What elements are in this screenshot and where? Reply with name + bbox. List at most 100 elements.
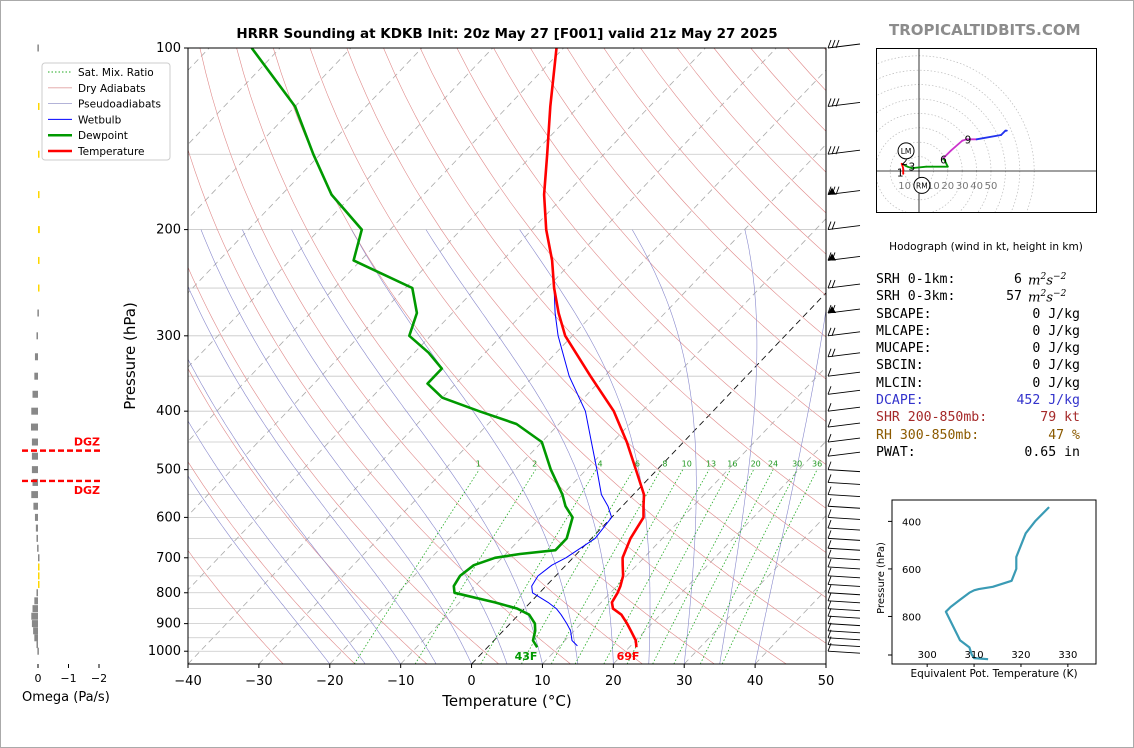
wind-barb <box>827 637 861 641</box>
wind-barb <box>827 481 861 485</box>
y-tick-label: 600 <box>156 510 181 525</box>
dry-adiabat <box>199 48 643 664</box>
omega-bar <box>31 491 38 499</box>
omega-bar <box>38 150 40 158</box>
y-tick-label: 1000 <box>148 644 181 659</box>
wind-barb <box>827 389 861 395</box>
legend-box <box>41 62 171 161</box>
theta-e-ylabel: Pressure (hPa) <box>876 542 887 614</box>
hodograph-caption: Hodograph (wind in kt, height in km) <box>889 241 1083 253</box>
dry-adiabat <box>309 48 826 644</box>
pseudoadiabat <box>425 229 614 664</box>
wind-barb-feather <box>827 252 832 261</box>
stat-label: SRH 0-3km: <box>876 289 956 305</box>
mixing-ratio-label: 4 <box>598 460 603 469</box>
stat-value: 6 <box>1014 272 1022 287</box>
page-title: HRRR Sounding at KDKB Init: 20z May 27 [… <box>236 26 778 42</box>
left-mover-marker <box>897 142 915 160</box>
x-tick-label: −40 <box>174 674 201 689</box>
wind-barb <box>827 623 861 627</box>
wind-barb-feather <box>827 486 832 495</box>
wind-barb <box>827 494 861 498</box>
legend-label: Temperature <box>77 146 145 158</box>
omega-bar <box>37 544 39 552</box>
mixing-ratio-line <box>521 469 634 664</box>
wind-barb <box>827 437 861 443</box>
wind-barb <box>827 592 861 596</box>
wind-barb-feather <box>827 433 832 443</box>
wind-barb <box>827 352 861 358</box>
omega-bar <box>30 423 38 431</box>
wind-barb-feather <box>827 584 832 593</box>
dry-adiabat <box>419 48 826 509</box>
wind-barb <box>827 422 861 428</box>
pseudoadiabat <box>200 229 472 664</box>
wind-barb-feather <box>835 186 840 195</box>
dry-adiabat <box>383 48 826 553</box>
wind-barb-feather <box>827 629 832 638</box>
legend: Sat. Mix. Ratio Dry Adiabats Pseudoadiabat… <box>41 62 171 161</box>
stat-label: SBCIN: <box>876 358 924 374</box>
stat-row: MUCAPE: 0 J/kg <box>876 341 1096 358</box>
omega-bar <box>36 589 38 597</box>
omega-bar <box>35 524 38 532</box>
pseudoadiabat <box>242 229 508 664</box>
skewt-frame <box>187 47 827 665</box>
wind-barb-pennant <box>828 253 836 261</box>
mixing-ratio-line <box>673 469 774 664</box>
wind-barb-feather <box>827 386 832 395</box>
stat-value: 0 J/kg <box>1032 323 1080 339</box>
isotherm <box>683 514 826 664</box>
mixing-ratio-label: 16 <box>727 460 737 469</box>
dgz-label-top: DGZ <box>74 436 100 449</box>
y-tick-label: 100 <box>156 41 181 56</box>
pseudoadiabat <box>188 475 331 664</box>
stat-row: PWAT: 0.65 in <box>876 445 1096 462</box>
dry-adiabat <box>566 48 826 338</box>
stat-value: 57 <box>1006 289 1022 305</box>
theta-e-y-tick-label: 600 <box>902 565 921 576</box>
wind-barb <box>827 331 861 337</box>
stat-value: 0 J/kg <box>1032 358 1080 374</box>
omega-bar <box>34 372 38 380</box>
wind-barb-feather <box>831 39 836 49</box>
wind-barb-feather <box>827 643 832 652</box>
omega-bar <box>34 597 38 605</box>
wind-barb <box>827 283 861 289</box>
wind-barb <box>827 371 861 377</box>
omega-bar <box>38 191 40 199</box>
omega-bar <box>38 256 40 264</box>
wind-barb-feather <box>827 530 832 539</box>
omega-bar <box>38 572 40 580</box>
stat-row: DCAPE: 452 J/kg <box>876 393 1096 410</box>
skewt-xlabel: Temperature (°C) <box>442 692 572 710</box>
mixing-ratio-line <box>550 469 662 664</box>
isotherm <box>188 48 706 591</box>
pseudoadiabat <box>188 420 366 664</box>
wind-barb-feather <box>827 186 832 195</box>
stat-row: m2s−2 SRH 0-1km: 6 <box>876 272 1096 289</box>
hodograph-ring-label: 10 <box>927 181 940 192</box>
omega-tick-label: −2 <box>91 672 107 685</box>
dry-adiabat <box>603 48 826 296</box>
hodograph-segment <box>942 149 952 159</box>
stat-value: 452 J/kg <box>1016 393 1080 409</box>
hodograph-height-label: 9 <box>965 134 972 146</box>
stat-value: 79 kt <box>1040 410 1080 426</box>
pseudoadiabat <box>188 358 401 664</box>
wind-barb-feather <box>831 221 836 230</box>
y-tick-label: 300 <box>156 329 181 344</box>
omega-bar <box>34 634 38 642</box>
hodograph-segment <box>975 134 1002 141</box>
stat-row: MLCIN: 0 J/kg <box>876 376 1096 393</box>
right-mover-marker <box>913 176 931 194</box>
stat-label: MLCAPE: <box>876 323 932 339</box>
stat-label: DCAPE: <box>876 393 924 409</box>
y-tick-label: 500 <box>156 463 181 478</box>
theta-e-line <box>944 506 1050 661</box>
wind-barb-pennant <box>828 306 836 314</box>
mixing-ratio-label: 8 <box>662 460 667 469</box>
legend-label: Sat. Mix. Ratio <box>78 67 154 79</box>
wind-barb <box>827 575 861 579</box>
